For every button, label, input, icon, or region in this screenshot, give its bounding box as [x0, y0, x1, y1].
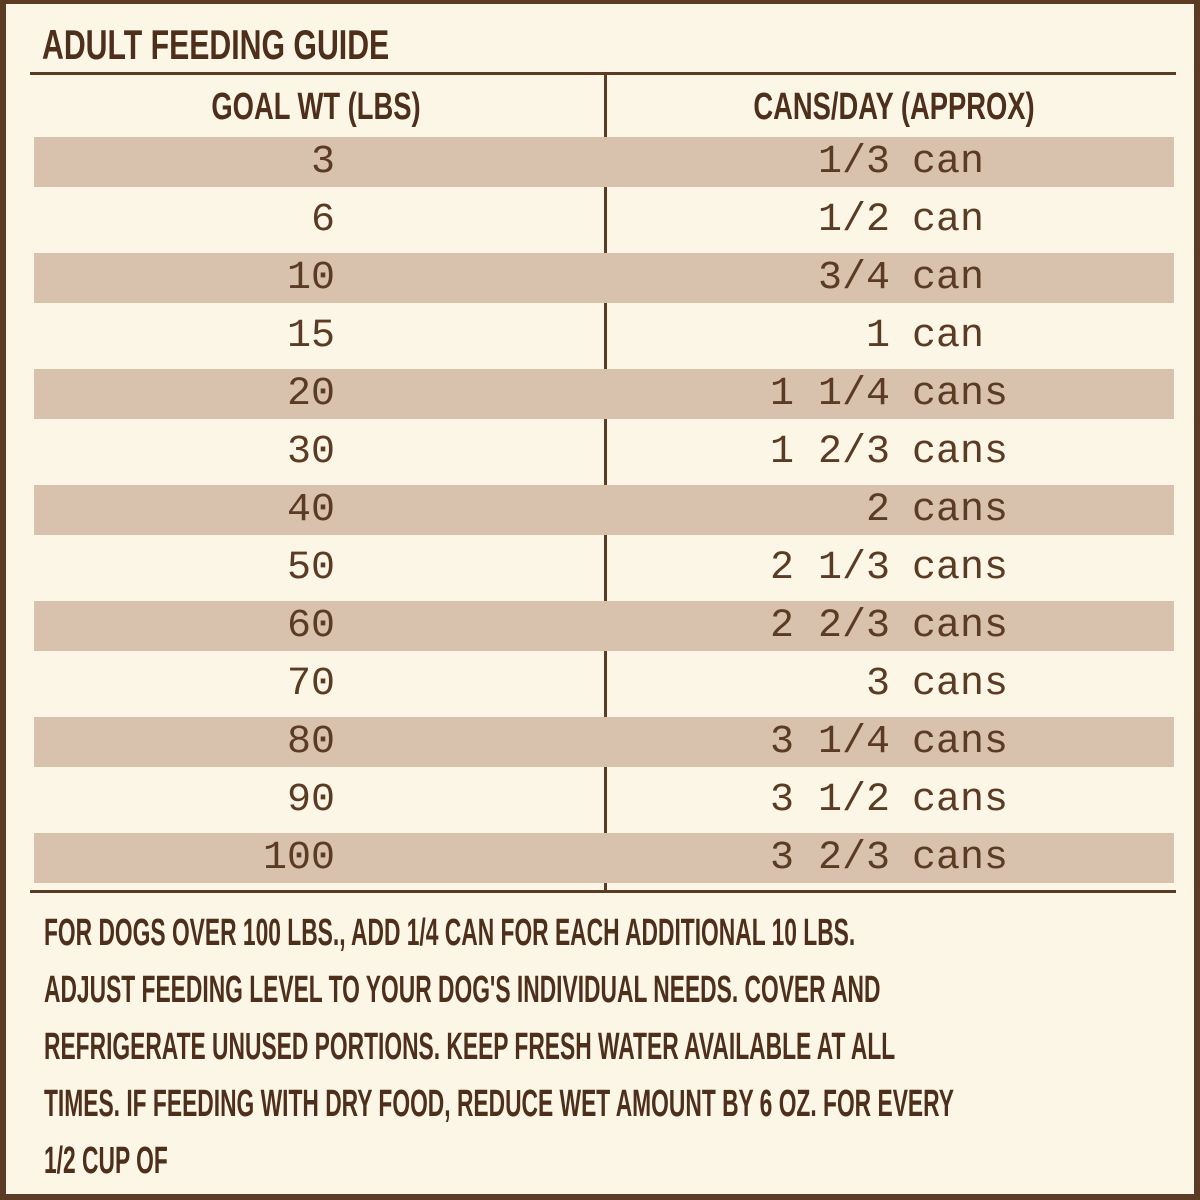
- table-bottom-rule: [30, 890, 1176, 893]
- row-stripe: [34, 253, 1174, 303]
- amount-cell: 1/3: [817, 140, 890, 185]
- unit-cell: can: [912, 256, 985, 301]
- note-line: TIMES. IF FEEDING WITH DRY FOOD, REDUCE …: [44, 1083, 954, 1125]
- weight-cell: 6: [310, 198, 335, 243]
- unit-cell: cans: [912, 488, 1009, 533]
- unit-cell: cans: [912, 836, 1009, 881]
- weight-cell: 100: [262, 836, 335, 881]
- row-stripe: [34, 485, 1174, 535]
- weight-cell: 30: [286, 430, 335, 475]
- row-stripe: [34, 717, 1174, 767]
- unit-cell: cans: [912, 372, 1009, 417]
- row-stripe: [34, 601, 1174, 651]
- unit-cell: cans: [912, 662, 1009, 707]
- amount-cell: 1 2/3: [769, 430, 890, 475]
- row-stripe: [34, 137, 1174, 187]
- note-line: ADJUST FEEDING LEVEL TO YOUR DOG'S INDIV…: [44, 969, 881, 1011]
- unit-cell: cans: [912, 604, 1009, 649]
- weight-cell: 20: [286, 372, 335, 417]
- weight-cell: 80: [286, 720, 335, 765]
- row-stripe: [34, 833, 1174, 883]
- weight-cell: 15: [286, 314, 335, 359]
- note-line: FOR DOGS OVER 100 LBS., ADD 1/4 CAN FOR …: [44, 912, 856, 954]
- weight-cell: 10: [286, 256, 335, 301]
- column-header: GOAL WT (LBS): [211, 86, 421, 128]
- amount-cell: 3: [865, 662, 890, 707]
- title-rule: [30, 72, 1176, 75]
- note-line: 1/2 CUP OF: [44, 1140, 168, 1182]
- unit-cell: cans: [912, 778, 1009, 823]
- weight-cell: 90: [286, 778, 335, 823]
- note-line: REFRIGERATE UNUSED PORTIONS. KEEP FRESH …: [44, 1026, 896, 1068]
- unit-cell: can: [912, 314, 985, 359]
- amount-cell: 2 1/3: [769, 546, 890, 591]
- amount-cell: 3 2/3: [769, 836, 890, 881]
- unit-cell: cans: [912, 546, 1009, 591]
- column-header: CANS/DAY (APPROX): [753, 86, 1035, 128]
- amount-cell: 1 1/4: [769, 372, 890, 417]
- weight-cell: 60: [286, 604, 335, 649]
- unit-cell: can: [912, 140, 985, 185]
- amount-cell: 3/4: [817, 256, 890, 301]
- weight-cell: 40: [286, 488, 335, 533]
- row-stripe: [34, 369, 1174, 419]
- unit-cell: cans: [912, 430, 1009, 475]
- unit-cell: can: [912, 198, 985, 243]
- amount-cell: 2 2/3: [769, 604, 890, 649]
- amount-cell: 2: [865, 488, 890, 533]
- amount-cell: 1: [865, 314, 890, 359]
- amount-cell: 1/2: [817, 198, 890, 243]
- amount-cell: 3 1/4: [769, 720, 890, 765]
- weight-cell: 50: [286, 546, 335, 591]
- weight-cell: 70: [286, 662, 335, 707]
- title: ADULT FEEDING GUIDE: [42, 21, 390, 68]
- unit-cell: cans: [912, 720, 1009, 765]
- weight-cell: 3: [310, 140, 335, 185]
- column-divider: [604, 74, 607, 890]
- amount-cell: 3 1/2: [769, 778, 890, 823]
